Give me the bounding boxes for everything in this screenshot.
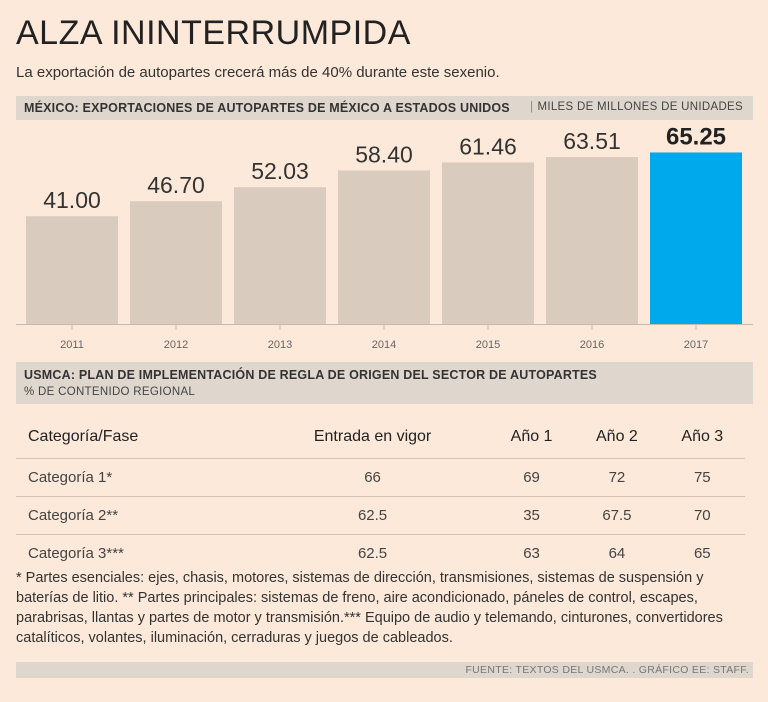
cell-year3: 70 [659, 496, 745, 535]
table-header-band: USMCA: PLAN DE IMPLEMENTACIÓN DE REGLA D… [16, 362, 753, 404]
page-title: ALZA ININTERRUMPIDA [16, 14, 411, 52]
cell-year2: 64 [608, 545, 626, 562]
table-subtitle: % DE CONTENIDO REGIONAL [24, 386, 196, 398]
footnotes: * Partes esenciales: ejes, chasis, motor… [16, 570, 723, 646]
header-year2: Año 2 [574, 416, 660, 459]
table-row: Categoría 1* 66 69 72 75 [16, 458, 745, 497]
x-tick-label: 2011 [60, 339, 84, 351]
bar [650, 152, 742, 324]
cell-year1: 35 [488, 496, 575, 535]
bar-value-label: 65.25 [666, 123, 726, 150]
x-tick-label: 2014 [372, 339, 396, 351]
chart-header-band: MÉXICO: EXPORTACIONES DE AUTOPARTES DE M… [16, 96, 753, 120]
cell-year1: 69 [488, 458, 575, 497]
cell-year2: 67.5 [574, 496, 660, 535]
table-row: Categoría 2** 62.5 35 67.5 70 [16, 496, 745, 535]
unit-separator: | [530, 101, 534, 113]
bar-value-label: 58.40 [355, 141, 413, 167]
chart-unit: | MILES DE MILLONES DE UNIDADES [530, 101, 743, 113]
bar [546, 157, 638, 324]
bar [442, 162, 534, 324]
source-text: FUENTE: TEXTOS DEL USMCA. . GRÁFICO EE: … [465, 664, 749, 676]
header-category: Categoría/Fase [16, 416, 257, 459]
bar-chart: 41.00 2011 46.70 2012 52.03 2013 58.40 2014 61.4… [16, 123, 753, 351]
unit-label: MILES DE MILLONES DE UNIDADES [537, 101, 743, 113]
x-tick-label: 2013 [268, 339, 292, 351]
chart-title: MÉXICO: EXPORTACIONES DE AUTOPARTES DE M… [24, 101, 510, 115]
cell-year3: 65 [693, 545, 711, 562]
rules-of-origin-table: Categoría/Fase Entrada en vigor Año 1 Añ… [16, 416, 745, 572]
cell-category: Categoría 2** [16, 496, 257, 535]
x-tick-label: 2015 [476, 339, 500, 351]
bar [234, 187, 326, 324]
cell-entry: 66 [256, 458, 489, 497]
x-tick-label: 2017 [684, 339, 708, 351]
table-row: Categoría 3*** 62.5 63 64 65 [16, 535, 745, 573]
cell-year2: 72 [574, 458, 660, 497]
cell-year1: 63 [523, 545, 540, 562]
header-entry: Entrada en vigor [256, 416, 489, 459]
table-header-row: Categoría/Fase Entrada en vigor Año 1 Añ… [16, 416, 745, 459]
page-subtitle: La exportación de autopartes crecerá más… [16, 64, 500, 81]
x-tick-label: 2016 [580, 339, 604, 351]
bar [26, 216, 118, 324]
table-title: USMCA: PLAN DE IMPLEMENTACIÓN DE REGLA D… [24, 368, 597, 382]
bar [130, 201, 222, 324]
bar-value-label: 63.51 [563, 128, 621, 154]
cell-category: Categoría 3*** [28, 545, 124, 562]
cell-category: Categoría 1* [16, 458, 257, 497]
cell-entry: 62.5 [256, 496, 489, 535]
header-year1: Año 1 [488, 416, 575, 459]
cell-year3: 75 [659, 458, 745, 497]
header-year3: Año 3 [659, 416, 745, 459]
cell-entry: 62.5 [357, 545, 388, 562]
source-footer: FUENTE: TEXTOS DEL USMCA. . GRÁFICO EE: … [16, 662, 753, 678]
bar-value-label: 46.70 [147, 172, 205, 198]
bar-value-label: 61.46 [459, 133, 517, 159]
x-tick-label: 2012 [164, 339, 188, 351]
bar-value-label: 41.00 [43, 187, 101, 213]
bar [338, 170, 430, 324]
bar-value-label: 52.03 [251, 158, 309, 184]
